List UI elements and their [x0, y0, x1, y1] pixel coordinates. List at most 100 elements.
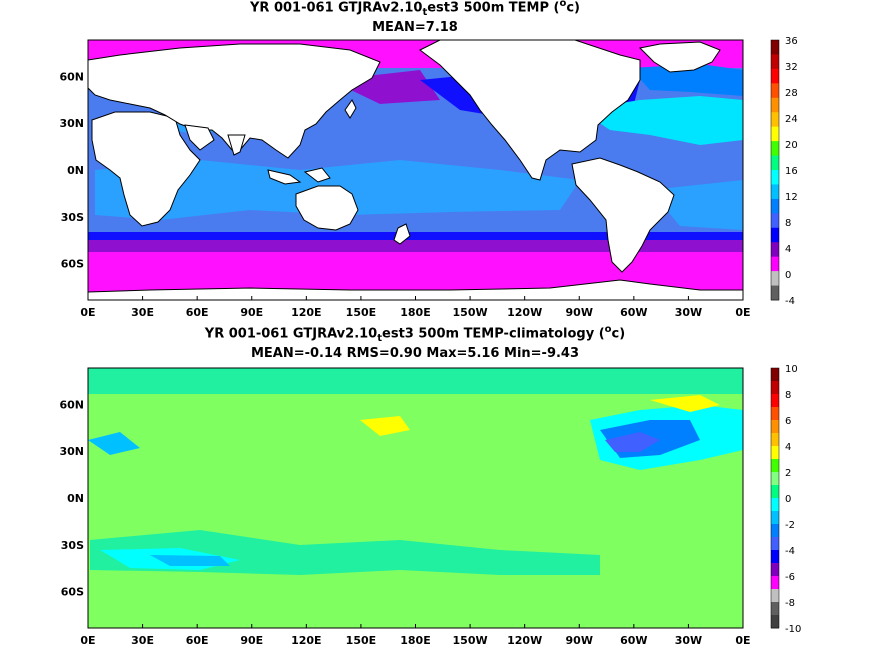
- lon-label: 120W: [507, 306, 542, 319]
- lat-label: 60N: [59, 398, 84, 411]
- colorbar-label: 8: [785, 218, 791, 229]
- colorbar-swatch: [771, 485, 779, 499]
- colorbar-label: 0: [785, 494, 791, 505]
- colorbar-swatch: [771, 576, 779, 590]
- colorbar-swatch: [771, 97, 779, 113]
- colorbar-label: 20: [785, 140, 798, 151]
- colorbar-swatch: [771, 285, 779, 301]
- colorbar-label: 8: [785, 390, 791, 401]
- colorbar-label: 16: [785, 166, 798, 177]
- colorbar-label: -2: [785, 520, 795, 531]
- colorbar-label: 2: [785, 468, 791, 479]
- lon-label: 90E: [240, 634, 263, 647]
- lat-label: 30S: [61, 211, 84, 224]
- colorbar-swatch: [771, 550, 779, 564]
- colorbar-label: 0: [785, 270, 791, 281]
- lon-label: 60W: [620, 306, 647, 319]
- colorbar-swatch: [771, 40, 779, 55]
- colorbar-frame: [770, 39, 780, 301]
- lon-label: 150E: [346, 634, 376, 647]
- colorbar-swatch: [771, 213, 779, 229]
- panel1-title: YR 001-061 GTJRAv2.10test3 500m TEMP (oc…: [250, 0, 580, 18]
- colorbar-swatch: [771, 394, 779, 408]
- lon-label: 0E: [80, 634, 95, 647]
- colorbar-swatch: [771, 184, 779, 200]
- lon-label: 60E: [186, 306, 209, 319]
- colorbar-swatch: [771, 256, 779, 272]
- colorbar-swatch: [771, 511, 779, 525]
- colorbar-swatch: [771, 420, 779, 434]
- colorbar-swatch: [771, 141, 779, 157]
- lon-label: 30E: [131, 634, 154, 647]
- colorbar-swatch: [771, 112, 779, 128]
- colorbar-swatch: [771, 198, 779, 214]
- colorbar-swatch: [771, 271, 779, 287]
- colorbar-swatch: [771, 472, 779, 486]
- lon-label: 120E: [291, 306, 321, 319]
- colorbar-label: -4: [785, 296, 795, 307]
- colorbar-swatch: [771, 126, 779, 142]
- lat-label: 60S: [61, 258, 84, 271]
- colorbar-swatch: [771, 589, 779, 603]
- lon-label: 180E: [400, 306, 430, 319]
- lon-label: 90W: [566, 634, 593, 647]
- lon-label: 30W: [675, 634, 702, 647]
- colorbar-label: 4: [785, 442, 791, 453]
- colorbar-label: 28: [785, 88, 798, 99]
- lon-label: 60W: [620, 634, 647, 647]
- lat-label: 60S: [61, 586, 84, 599]
- colorbar-swatch: [771, 381, 779, 395]
- lon-label: 120E: [291, 634, 321, 647]
- lon-label: 150W: [453, 634, 488, 647]
- colorbar-label: 24: [785, 114, 798, 125]
- lon-label: 0E: [80, 306, 95, 319]
- colorbar-label: 12: [785, 192, 798, 203]
- colorbar-swatch: [771, 537, 779, 551]
- colorbar-swatch: [771, 615, 779, 629]
- colorbar-swatch: [771, 446, 779, 460]
- lat-label: 30N: [59, 445, 84, 458]
- lon-label: 0E: [735, 306, 750, 319]
- colorbar-swatch: [771, 433, 779, 447]
- lat-label: 30N: [59, 117, 84, 130]
- colorbar-label: -6: [785, 572, 795, 583]
- colorbar-swatch: [771, 498, 779, 512]
- lon-label: 180E: [400, 634, 430, 647]
- lat-label: 30S: [61, 539, 84, 552]
- colorbar-label: 10: [785, 364, 798, 375]
- panel2-title: YR 001-061 GTJRAv2.10test3 500m TEMP-cli…: [204, 324, 626, 344]
- colorbar-swatch: [771, 155, 779, 171]
- colorbar-swatch: [771, 459, 779, 473]
- lon-label: 150W: [453, 306, 488, 319]
- lat-label: 0N: [67, 164, 84, 177]
- panel2-map: [88, 368, 743, 628]
- lat-label: 60N: [59, 70, 84, 83]
- colorbar-swatch: [771, 68, 779, 84]
- lon-label: 120W: [507, 634, 542, 647]
- lon-label: 90E: [240, 306, 263, 319]
- colorbar-frame: [770, 367, 780, 629]
- colorbar-label: 36: [785, 36, 798, 47]
- colorbar-label: 6: [785, 416, 791, 427]
- colorbar-swatch: [771, 242, 779, 258]
- lon-label: 30W: [675, 306, 702, 319]
- colorbar-swatch: [771, 170, 779, 185]
- colorbar-label: 4: [785, 244, 791, 255]
- colorbar-swatch: [771, 368, 779, 382]
- lon-label: 30E: [131, 306, 154, 319]
- lon-label: 90W: [566, 306, 593, 319]
- colorbar-swatch: [771, 602, 779, 616]
- colorbar-swatch: [771, 524, 779, 538]
- lat-label: 0N: [67, 492, 84, 505]
- colorbar-swatch: [771, 83, 779, 99]
- colorbar-swatch: [771, 407, 779, 421]
- colorbar-swatch: [771, 563, 779, 577]
- colorbar-label: -8: [785, 598, 795, 609]
- panel1-stats: MEAN=7.18: [372, 20, 458, 35]
- colorbar-swatch: [771, 54, 779, 70]
- colorbar-label: 32: [785, 62, 798, 73]
- colorbar-swatch: [771, 227, 779, 243]
- colorbar-label: -10: [785, 624, 801, 635]
- lon-label: 0E: [735, 634, 750, 647]
